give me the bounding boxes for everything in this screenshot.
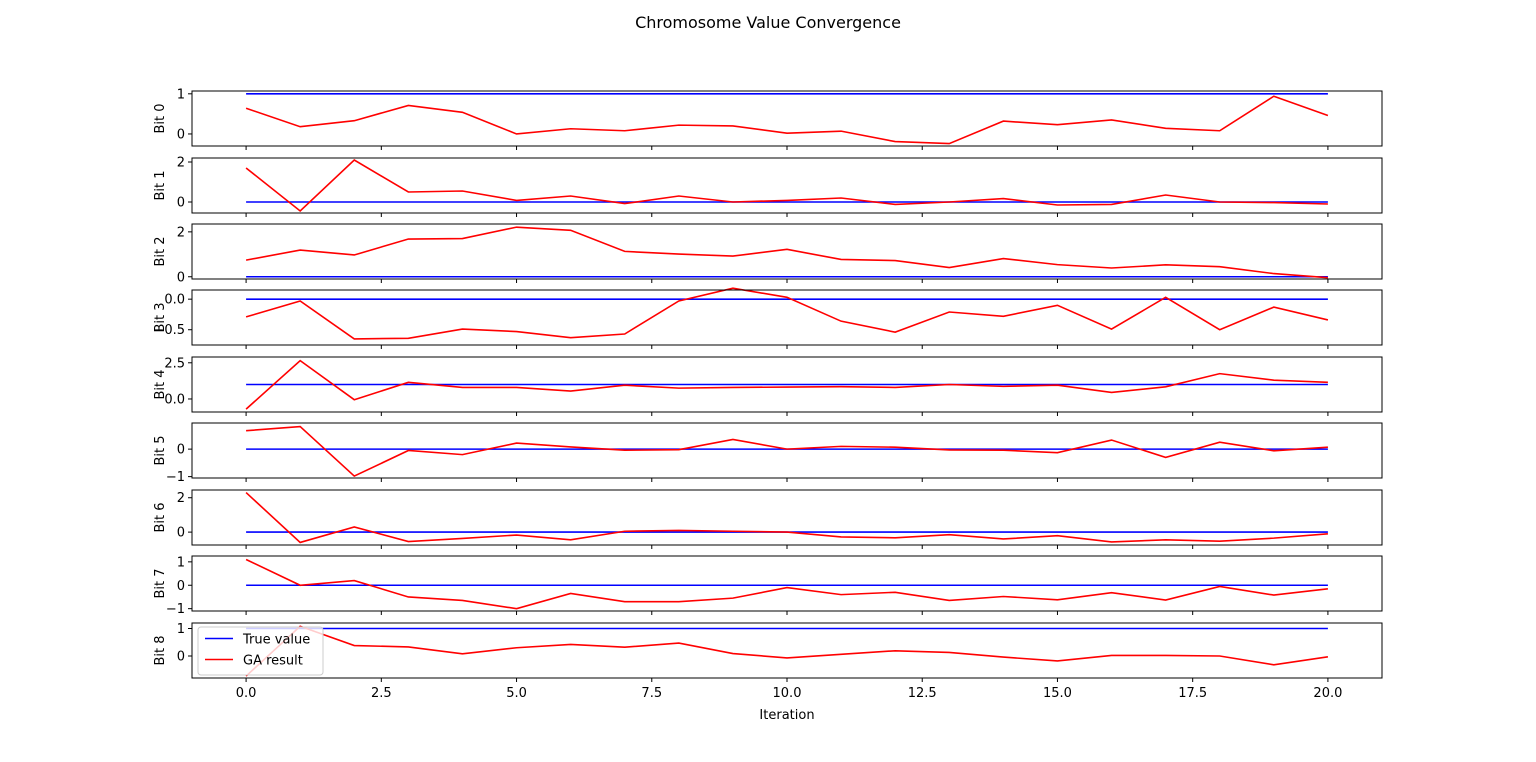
ga-result-line-bit-8 [245, 625, 1329, 677]
subplot-bit-8: 0 1 Bit 8 [153, 622, 1383, 682]
axes-frame-bit-5 [191, 422, 1383, 479]
subplot-bit-7: −1 0 1 Bit 7 [153, 555, 1383, 617]
x-tick-label: 15.0 [1043, 686, 1072, 701]
x-axis-ticks: 0.0 2.5 5.0 7.5 10.0 12.5 15.0 17.5 20.0 [236, 686, 1343, 701]
y-tick-label: 0.0 [164, 293, 185, 308]
axes-frame-bit-8 [191, 622, 1383, 679]
y-axis-label-bit-3: Bit 3 [153, 302, 168, 332]
y-tick-label: 2 [177, 491, 185, 506]
ga-result-line-bit-7 [245, 558, 1329, 610]
y-tick-label: 0 [177, 650, 185, 665]
chart-title: Chromosome Value Convergence [635, 13, 901, 32]
legend-ga-result-label: GA result [243, 654, 303, 669]
x-tick-label: 0.0 [236, 686, 257, 701]
x-tick-label: 10.0 [773, 686, 802, 701]
y-axis-label-bit-4: Bit 4 [153, 369, 168, 399]
y-tick-label: −0.5 [153, 323, 185, 338]
axes-frame-bit-0 [191, 90, 1383, 147]
x-axis-label: Iteration [759, 708, 814, 723]
subplot-bit-6: 0 2 Bit 6 [153, 489, 1383, 549]
x-tick-label: 17.5 [1178, 686, 1207, 701]
y-tick-label: 2 [177, 156, 185, 171]
axes-frame-bit-3 [191, 289, 1383, 346]
y-tick-label: −1 [166, 602, 185, 617]
axes-frame-bit-2 [191, 223, 1383, 280]
y-axis-label-bit-8: Bit 8 [153, 635, 168, 665]
ga-result-line-bit-3 [245, 287, 1329, 340]
x-tick-label: 2.5 [371, 686, 392, 701]
y-tick-label: −1 [166, 470, 185, 485]
x-tick-label: 12.5 [908, 686, 937, 701]
axes-frame-bit-6 [191, 489, 1383, 546]
y-axis-label-bit-2: Bit 2 [153, 236, 168, 266]
y-tick-label: 1 [177, 555, 185, 570]
y-axis-label-bit-1: Bit 1 [153, 170, 168, 200]
y-tick-label: 0 [177, 127, 185, 142]
ga-result-line-bit-1 [245, 159, 1328, 213]
ga-result-line-bit-4 [245, 359, 1328, 410]
y-tick-label: 2 [177, 225, 185, 240]
axes-frame-bit-1 [191, 157, 1383, 214]
y-axis-label-bit-5: Bit 5 [153, 435, 168, 465]
legend-true-value-label: True value [242, 633, 310, 648]
ga-result-line-bit-2 [245, 226, 1328, 279]
ga-result-line-bit-0 [245, 95, 1329, 145]
subplot-bit-5: −1 0 Bit 5 [153, 422, 1383, 485]
y-tick-label: 0 [177, 270, 185, 285]
y-tick-label: 1 [177, 622, 185, 637]
y-tick-label: 2.5 [164, 356, 185, 371]
axes-frame-bit-7 [191, 555, 1383, 612]
y-tick-label: 1 [177, 87, 185, 102]
ga-result-line-bit-5 [246, 425, 1328, 478]
y-axis-label-bit-7: Bit 7 [153, 568, 168, 598]
y-tick-label: 0 [177, 579, 185, 594]
legend: True value GA result [197, 626, 324, 676]
y-tick-label: 0 [177, 196, 185, 211]
y-tick-label: 0 [177, 443, 185, 458]
x-tick-label: 7.5 [641, 686, 662, 701]
y-tick-label: 0.0 [164, 392, 185, 407]
y-axis-label-bit-6: Bit 6 [153, 502, 168, 532]
y-tick-label: 0 [177, 526, 185, 541]
x-tick-label: 20.0 [1313, 686, 1342, 701]
subplot-bit-2: 0 2 Bit 2 [153, 223, 1383, 285]
ga-result-line-bit-6 [245, 491, 1328, 544]
x-tick-label: 5.0 [506, 686, 527, 701]
subplot-bit-0: 0 1 Bit 0 [153, 87, 1383, 150]
subplot-bit-1: 0 2 Bit 1 [153, 156, 1383, 217]
y-axis-label-bit-0: Bit 0 [153, 103, 168, 133]
